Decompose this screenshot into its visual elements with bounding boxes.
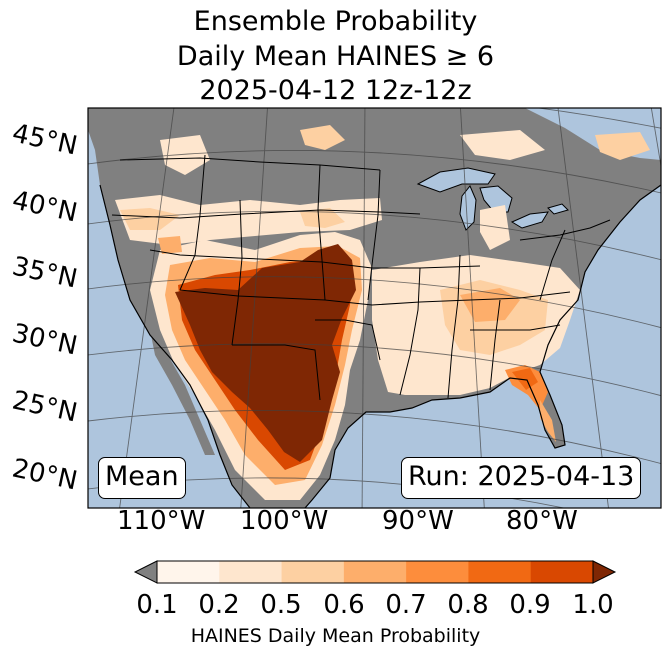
lon-label-110w: 110°W xyxy=(117,506,206,536)
great-lakes xyxy=(416,167,569,231)
colorbar-tick-3: 0.6 xyxy=(323,590,365,620)
colorbar-cell xyxy=(157,561,220,583)
title-line-1: Ensemble Probability xyxy=(193,6,478,37)
baja-california xyxy=(150,330,215,455)
colorbar-cell xyxy=(219,561,283,583)
title-line-2: Daily Mean HAINES ≥ 6 xyxy=(176,41,495,72)
colorbar-cell xyxy=(281,561,345,583)
colorbar-tick-6: 0.9 xyxy=(509,590,551,620)
colorbar-over-triangle xyxy=(592,560,617,584)
lon-label-80w: 80°W xyxy=(506,506,578,536)
probability-field xyxy=(115,125,650,500)
lon-label-100w: 100°W xyxy=(240,506,329,536)
colorbar-tick-5: 0.8 xyxy=(447,590,489,620)
colorbar-tick-0: 0.1 xyxy=(136,590,178,620)
colorbar-tick-2: 0.5 xyxy=(260,590,302,620)
colorbar-tick-7: 1.0 xyxy=(572,590,614,620)
colorbar-cell xyxy=(406,561,469,583)
colorbar-tick-1: 0.2 xyxy=(198,590,240,620)
colorbar-cell xyxy=(343,561,407,583)
run-date-label-box: Run: 2025-04-13 xyxy=(401,457,642,499)
map-frame xyxy=(87,107,662,509)
colorbar-label: HAINES Daily Mean Probability xyxy=(190,625,481,647)
coastline xyxy=(99,184,661,508)
colorbar-under-triangle xyxy=(133,560,158,584)
colorbar-cells xyxy=(157,561,594,583)
state-borders xyxy=(111,154,611,401)
colorbar-cell xyxy=(468,561,532,583)
colorbar-frame xyxy=(156,560,594,584)
mean-label-box: Mean xyxy=(98,457,186,499)
colorbar-tick-4: 0.7 xyxy=(385,590,427,620)
title-line-3: 2025-04-12 12z-12z xyxy=(199,75,472,106)
lon-label-90w: 90°W xyxy=(382,506,454,536)
colorbar-cell xyxy=(530,561,594,583)
